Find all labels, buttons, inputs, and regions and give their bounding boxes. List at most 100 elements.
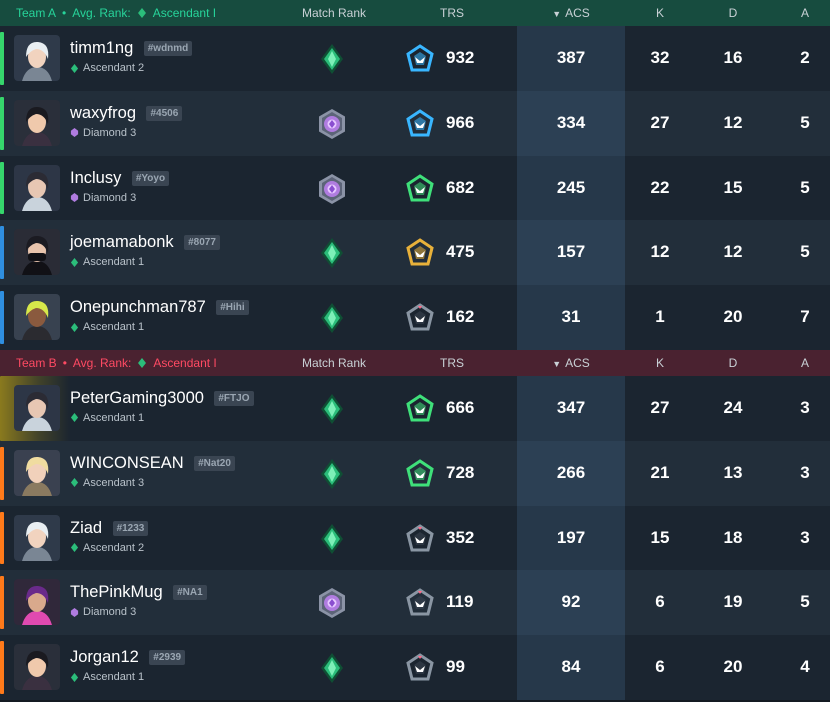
column-acs[interactable]: ▼ ACS — [517, 350, 625, 376]
trs-value: 119 — [446, 592, 474, 612]
player-tag: #8077 — [184, 235, 220, 251]
column-trs[interactable]: TRS — [440, 6, 464, 20]
player-rank: Diamond 3 — [70, 127, 182, 139]
trs-tier-icon — [406, 44, 434, 72]
column-deaths[interactable]: D — [728, 355, 738, 370]
match-rank-icon — [321, 523, 343, 554]
column-assists[interactable]: A — [800, 6, 809, 20]
agent-portrait-icon — [14, 449, 60, 496]
assists-value: 3 — [800, 527, 810, 547]
agent-portrait-icon — [14, 644, 60, 691]
assists-value: 5 — [800, 177, 810, 197]
acs-highlight — [517, 635, 625, 700]
assists-value: 2 — [800, 48, 810, 67]
kills-value: 1 — [655, 307, 665, 327]
player-name[interactable]: joemamabonk — [70, 233, 174, 252]
player-info: WINCONSEAN #Nat20 Ascendant 3 — [70, 454, 235, 489]
column-trs[interactable]: TRS — [440, 355, 464, 370]
deaths-value: 12 — [723, 112, 743, 132]
agent-avatar[interactable] — [14, 384, 60, 431]
player-row[interactable]: waxyfrog #4506 Diamond 3 966 334 27 12 5 — [0, 90, 830, 156]
trs-tier-icon — [406, 394, 434, 422]
column-match-rank[interactable]: Match Rank — [301, 6, 367, 20]
team-a-label: Team A — [16, 6, 57, 20]
trs-tier-icon — [406, 653, 434, 681]
agent-portrait-icon — [14, 164, 60, 211]
agent-avatar[interactable] — [14, 229, 60, 276]
player-name[interactable]: ThePinkMug — [70, 583, 163, 602]
party-bar — [0, 641, 4, 694]
agent-avatar[interactable] — [14, 449, 60, 496]
player-rank: Ascendant 2 — [70, 542, 148, 554]
column-deaths[interactable]: D — [728, 6, 738, 20]
player-name[interactable]: Jorgan12 — [70, 648, 139, 667]
player-tag: #FTJO — [214, 390, 254, 406]
player-rank: Diamond 3 — [70, 192, 169, 204]
player-name[interactable]: WINCONSEAN — [70, 453, 184, 472]
player-name[interactable]: Onepunchman787 — [70, 298, 206, 317]
trs-tier-icon — [406, 588, 434, 616]
player-name[interactable]: Inclusy — [70, 168, 122, 187]
player-rank-label: Ascendant 1 — [83, 411, 145, 424]
column-assists[interactable]: A — [800, 355, 809, 370]
team-a-avg-rank: Ascendant I — [152, 6, 217, 20]
trs-value: 352 — [446, 527, 475, 547]
player-rank-label: Ascendant 3 — [83, 476, 145, 489]
column-kills[interactable]: K — [655, 6, 664, 20]
player-rank-label: Ascendant 1 — [83, 256, 145, 269]
match-rank-icon — [321, 653, 343, 684]
player-row[interactable]: Ziad #1233 Ascendant 2 352 197 15 18 3 — [0, 505, 830, 571]
acs-highlight — [517, 155, 625, 221]
rank-gem-icon — [70, 607, 79, 617]
agent-avatar[interactable] — [14, 514, 60, 561]
player-rank: Ascendant 2 — [70, 62, 192, 74]
trs-value: 682 — [446, 177, 475, 197]
player-rank-label: Diamond 3 — [83, 126, 137, 139]
player-name[interactable]: timm1ng — [70, 39, 134, 57]
ascendant-gem-icon — [138, 357, 147, 368]
agent-avatar[interactable] — [14, 35, 60, 81]
player-tag: #NA1 — [173, 585, 207, 601]
player-name[interactable]: PeterGaming3000 — [70, 388, 204, 407]
player-info: joemamabonk #8077 Ascendant 1 — [70, 233, 220, 268]
kills-value: 27 — [650, 397, 670, 417]
player-tag: #Yoyo — [131, 170, 170, 186]
player-rank: Ascendant 1 — [70, 671, 185, 683]
party-bar — [0, 446, 4, 500]
column-kills[interactable]: K — [655, 355, 664, 370]
column-acs[interactable]: ▼ ACS — [517, 0, 625, 26]
player-row[interactable]: WINCONSEAN #Nat20 Ascendant 3 728 266 21… — [0, 440, 830, 506]
player-info: Onepunchman787 #Hihi Ascendant 1 — [70, 298, 249, 333]
player-row[interactable]: Onepunchman787 #Hihi Ascendant 1 162 31 … — [0, 285, 830, 350]
agent-avatar[interactable] — [14, 644, 60, 691]
trs-tier-icon — [406, 303, 434, 331]
agent-avatar[interactable] — [14, 164, 60, 211]
player-row[interactable]: PeterGaming3000 #FTJO Ascendant 1 666 34… — [0, 375, 830, 441]
player-info: ThePinkMug #NA1 Diamond 3 — [70, 583, 207, 618]
column-acs-label: ACS — [565, 6, 590, 20]
acs-value: 84 — [561, 657, 581, 677]
match-rank-icon — [319, 588, 345, 619]
rank-gem-icon — [70, 63, 79, 73]
agent-portrait-icon — [14, 294, 60, 341]
acs-value: 245 — [556, 177, 586, 197]
player-name[interactable]: Ziad — [70, 518, 103, 537]
deaths-value: 15 — [723, 177, 743, 197]
deaths-value: 16 — [723, 48, 743, 67]
column-match-rank[interactable]: Match Rank — [301, 355, 367, 370]
match-rank-icon — [321, 238, 343, 269]
assists-value: 3 — [800, 462, 810, 482]
player-row[interactable]: joemamabonk #8077 Ascendant 1 475 157 12… — [0, 220, 830, 286]
agent-avatar[interactable] — [14, 294, 60, 341]
player-row[interactable]: Inclusy #Yoyo Diamond 3 682 245 22 15 5 — [0, 155, 830, 221]
kills-value: 12 — [650, 242, 670, 262]
column-acs-label: ACS — [565, 355, 590, 370]
player-row[interactable]: ThePinkMug #NA1 Diamond 3 119 92 6 19 5 — [0, 570, 830, 636]
agent-avatar[interactable] — [14, 579, 60, 626]
player-row[interactable]: timm1ng #wdnmd Ascendant 2 932 387 32 16… — [0, 26, 830, 91]
agent-avatar[interactable] — [14, 99, 60, 146]
player-name[interactable]: waxyfrog — [70, 103, 137, 122]
trs-tier-icon — [406, 173, 434, 202]
player-row[interactable]: Jorgan12 #2939 Ascendant 1 99 84 6 20 4 — [0, 635, 830, 700]
deaths-value: 18 — [723, 527, 743, 547]
